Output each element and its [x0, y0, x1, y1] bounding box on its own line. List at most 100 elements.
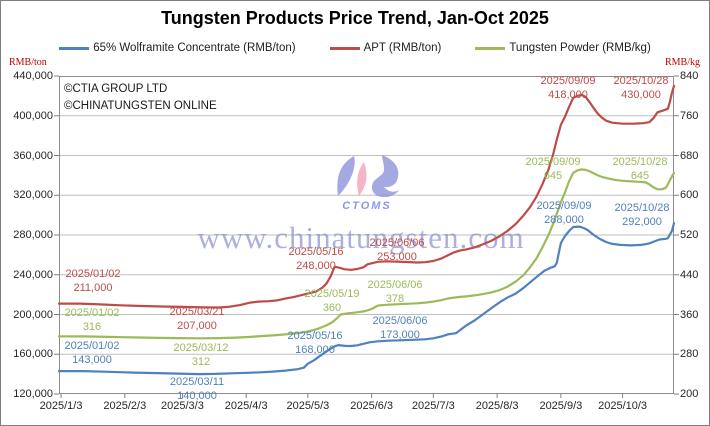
annotation-value: 645	[630, 169, 650, 182]
annotation: 2025/05/16 168,000	[287, 330, 342, 357]
annotation-value: 312	[191, 355, 211, 368]
annotation: 2025/03/12 312	[173, 342, 228, 369]
annotation-value: 207,000	[177, 319, 217, 332]
annotation-value: 645	[543, 169, 563, 182]
y-axis-right-tick: 600	[680, 189, 699, 202]
annotation-value: 253,000	[377, 250, 417, 263]
annotation-value: 211,000	[73, 281, 113, 294]
annotation: 2025/09/09 418,000	[540, 75, 595, 102]
annotation-date: 2025/01/02	[65, 268, 121, 280]
annotation-date: 2025/09/09	[525, 156, 581, 168]
y-axis-left-tick: 360,000	[13, 149, 53, 162]
annotation: 2025/09/09 288,000	[536, 200, 591, 227]
x-axis-tick: 2025/8/3	[475, 400, 519, 412]
annotation: 2025/06/06 173,000	[372, 315, 427, 342]
annotation-date: 2025/05/19	[304, 288, 360, 300]
x-axis-tick: 2025/6/3	[350, 400, 394, 412]
annotation: 2025/05/19 360	[304, 288, 359, 315]
legend-item-powder: Tungsten Powder (RMB/kg)	[475, 42, 651, 54]
y-axis-left-tick: 440,000	[13, 70, 53, 82]
annotation: 2025/06/06 378	[367, 279, 422, 306]
x-axis-tick: 2025/1/3	[39, 400, 83, 412]
y-axis-right-tick: 360	[680, 308, 699, 321]
y-axis-right-tick: 680	[680, 149, 699, 162]
legend-item-apt: APT (RMB/ton)	[329, 42, 442, 54]
annotation: 2025/03/11 140,000	[170, 376, 224, 403]
x-axis-tick: 2025/4/3	[224, 400, 268, 412]
annotation-date: 2025/06/06	[369, 237, 425, 249]
y-axis-right-tick: 200	[680, 388, 699, 400]
legend: 65% Wolframite Concentrate (RMB/ton) APT…	[1, 42, 709, 54]
branding-line1: ©CTIA GROUP LTD	[64, 83, 168, 95]
annotation: 2025/10/28 645	[612, 156, 667, 183]
legend-swatch-powder	[475, 46, 506, 50]
legend-label-wolframite: 65% Wolframite Concentrate (RMB/ton)	[93, 42, 296, 54]
x-axis-tick: 2025/3/3	[160, 400, 204, 412]
y-axis-left-tick: 200,000	[13, 308, 53, 321]
legend-label-powder: Tungsten Powder (RMB/kg)	[509, 42, 651, 54]
annotation-value: 360	[322, 301, 342, 314]
annotation-date: 2025/03/21	[169, 306, 225, 318]
annotation-date: 2025/09/09	[540, 75, 596, 87]
y-axis-left-tick: 320,000	[13, 189, 53, 202]
y-axis-left-tick: 400,000	[13, 109, 53, 122]
annotation: 2025/01/02 143,000	[64, 340, 119, 367]
annotation-date: 2025/03/12	[173, 342, 229, 354]
x-axis-tick: 2025/9/3	[539, 400, 583, 412]
y-axis-left-tick: 120,000	[13, 388, 53, 400]
annotation-date: 2025/10/28	[614, 202, 670, 214]
annotation-date: 2025/10/28	[613, 75, 669, 87]
annotation-date: 2025/09/09	[536, 200, 592, 212]
y-axis-left-tick: 160,000	[13, 348, 53, 361]
legend-swatch-wolframite	[59, 46, 90, 50]
annotation-value: 288,000	[544, 213, 584, 226]
annotation-date: 2025/06/06	[372, 315, 428, 327]
y-axis-right-tick: 840	[680, 70, 699, 82]
y-axis-right-tick: 280	[680, 348, 699, 361]
annotation: 2025/09/09 645	[525, 156, 580, 183]
x-axis-tick: 2025/5/3	[286, 400, 330, 412]
branding-line2: ©CHINATUNGSTEN ONLINE	[64, 100, 217, 112]
x-axis-tick: 2025/2/3	[103, 400, 147, 412]
annotation-date: 2025/10/28	[612, 156, 668, 168]
x-axis-tick: 2025/7/3	[411, 400, 455, 412]
annotation: 2025/01/02 211,000	[65, 268, 120, 295]
annotation-date: 2025/05/16	[288, 246, 344, 258]
annotation: 2025/05/16 248,000	[288, 246, 343, 273]
legend-label-apt: APT (RMB/ton)	[363, 42, 442, 54]
annotation-value: 143,000	[72, 353, 112, 366]
annotation: 2025/06/06 253,000	[369, 237, 424, 264]
legend-swatch-apt	[329, 46, 360, 50]
annotation-date: 2025/03/11	[169, 376, 225, 388]
annotation: 2025/10/28 292,000	[614, 202, 669, 229]
x-axis-tick: 2025/10/3	[598, 400, 648, 412]
annotation-value: 316	[82, 320, 102, 333]
legend-item-wolframite: 65% Wolframite Concentrate (RMB/ton)	[59, 42, 296, 54]
y-axis-left-tick: 240,000	[13, 268, 53, 281]
annotation: 2025/03/21 207,000	[169, 306, 224, 333]
branding: ©CTIA GROUP LTD ©CHINATUNGSTEN ONLINE	[64, 81, 217, 115]
page-title: Tungsten Products Price Trend, Jan-Oct 2…	[161, 8, 549, 28]
annotation-date: 2025/01/02	[64, 307, 120, 319]
annotation: 2025/10/28 430,000	[613, 75, 668, 102]
right-axis-unit: RMB/kg	[664, 57, 700, 68]
annotation-value: 168,000	[295, 343, 335, 356]
plot-grid	[54, 75, 679, 398]
annotation-value: 430,000	[621, 88, 661, 101]
annotation-value: 418,000	[548, 88, 588, 101]
annotation-value: 378	[385, 292, 405, 305]
annotation: 2025/01/02 316	[64, 307, 119, 334]
y-axis-right-tick: 440	[680, 268, 699, 281]
annotation-value: 292,000	[622, 215, 662, 228]
annotation-value: 248,000	[296, 259, 336, 272]
annotation-value: 140,000	[177, 389, 217, 402]
y-axis-left-tick: 280,000	[13, 229, 53, 241]
annotation-date: 2025/06/06	[367, 279, 423, 291]
left-axis-unit: RMB/ton	[9, 57, 47, 68]
annotation-date: 2025/01/02	[64, 340, 120, 352]
y-axis-right-tick: 760	[680, 109, 699, 122]
y-axis-right-tick: 520	[680, 229, 699, 241]
annotation-value: 173,000	[380, 328, 420, 341]
annotation-date: 2025/05/16	[287, 330, 343, 342]
